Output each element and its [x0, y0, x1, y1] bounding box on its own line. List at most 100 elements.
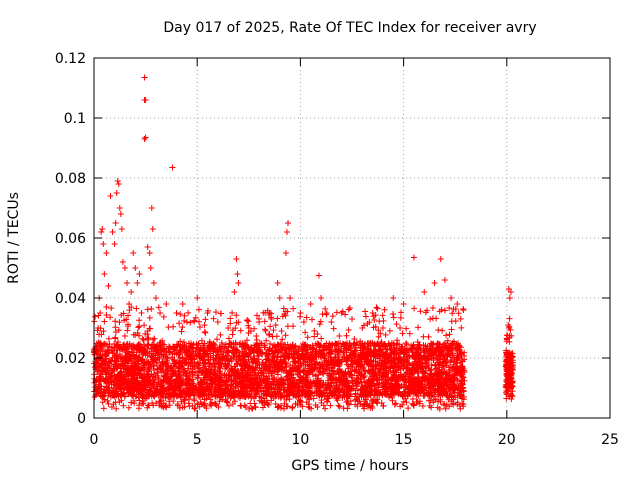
chart-title: Day 017 of 2025, Rate Of TEC Index for r… — [163, 20, 536, 36]
data-point — [277, 340, 284, 347]
data-point — [202, 316, 209, 323]
data-point — [115, 327, 122, 334]
data-point — [177, 311, 184, 318]
data-point — [300, 318, 307, 325]
data-point — [352, 397, 359, 404]
data-point — [195, 306, 202, 313]
data-point — [420, 333, 427, 340]
data-point — [144, 306, 151, 313]
data-point — [120, 402, 127, 409]
data-point — [403, 399, 410, 406]
data-point — [151, 335, 158, 342]
data-point — [308, 361, 315, 368]
data-point — [100, 405, 107, 412]
data-point — [426, 402, 433, 409]
data-point — [333, 309, 340, 316]
data-point — [191, 397, 198, 404]
data-point — [180, 345, 187, 352]
data-point — [376, 380, 383, 387]
data-point — [244, 337, 251, 344]
data-point — [335, 402, 342, 409]
data-point — [342, 311, 349, 318]
data-point — [233, 360, 240, 367]
data-point — [375, 333, 382, 340]
data-point — [324, 398, 331, 405]
data-point — [198, 337, 205, 344]
data-point — [92, 358, 99, 365]
data-point — [112, 318, 119, 325]
data-point — [103, 311, 110, 318]
data-point — [217, 331, 224, 338]
data-point — [140, 400, 147, 407]
data-point — [178, 328, 185, 335]
data-point — [113, 405, 120, 412]
data-point — [371, 317, 378, 324]
data-point — [256, 376, 263, 383]
data-point — [115, 388, 122, 395]
data-point — [261, 318, 268, 325]
data-point — [286, 396, 293, 403]
data-point — [427, 316, 434, 323]
data-point — [380, 402, 387, 409]
data-point — [136, 317, 143, 324]
data-point — [144, 336, 151, 343]
data-point — [298, 362, 305, 369]
data-point — [128, 304, 135, 311]
data-point — [323, 396, 330, 403]
data-point — [133, 305, 140, 312]
data-point — [397, 324, 404, 331]
data-point — [317, 318, 324, 325]
data-point — [284, 323, 291, 330]
data-point — [278, 328, 285, 335]
data-point — [397, 314, 404, 321]
data-point — [403, 341, 410, 348]
data-point — [190, 392, 197, 399]
data-point — [226, 371, 233, 378]
data-point — [295, 346, 302, 353]
data-point — [429, 305, 436, 312]
data-point — [399, 330, 406, 337]
data-point — [336, 332, 343, 339]
data-point — [136, 332, 143, 339]
data-point — [374, 305, 381, 312]
data-point — [328, 391, 335, 398]
data-point — [392, 400, 399, 407]
data-point — [381, 306, 388, 313]
data-point — [282, 332, 289, 339]
data-point — [322, 405, 329, 412]
data-point — [218, 310, 225, 317]
data-point — [443, 332, 450, 339]
data-point — [262, 327, 269, 334]
data-point — [506, 315, 513, 322]
data-point — [354, 403, 361, 410]
data-point — [390, 310, 397, 317]
data-point — [186, 396, 193, 403]
data-point — [411, 305, 418, 312]
data-point — [203, 395, 210, 402]
data-point — [157, 365, 164, 372]
data-point — [452, 305, 459, 312]
data-point — [254, 312, 261, 319]
data-point — [345, 306, 352, 313]
data-point — [417, 308, 424, 315]
data-point — [218, 339, 225, 346]
data-point — [160, 313, 167, 320]
data-point — [372, 312, 379, 319]
data-point — [248, 405, 255, 412]
data-point — [274, 315, 281, 322]
data-point — [216, 369, 223, 376]
data-point — [228, 365, 235, 372]
data-point — [424, 307, 431, 314]
data-point — [223, 398, 230, 405]
data-point — [303, 314, 310, 321]
data-point — [282, 312, 289, 319]
data-point — [430, 399, 437, 406]
data-point — [192, 314, 199, 321]
data-point — [135, 405, 142, 412]
data-point — [128, 399, 135, 406]
data-point — [415, 324, 422, 331]
data-point — [176, 347, 183, 354]
data-point — [280, 305, 287, 312]
data-point — [270, 327, 277, 334]
